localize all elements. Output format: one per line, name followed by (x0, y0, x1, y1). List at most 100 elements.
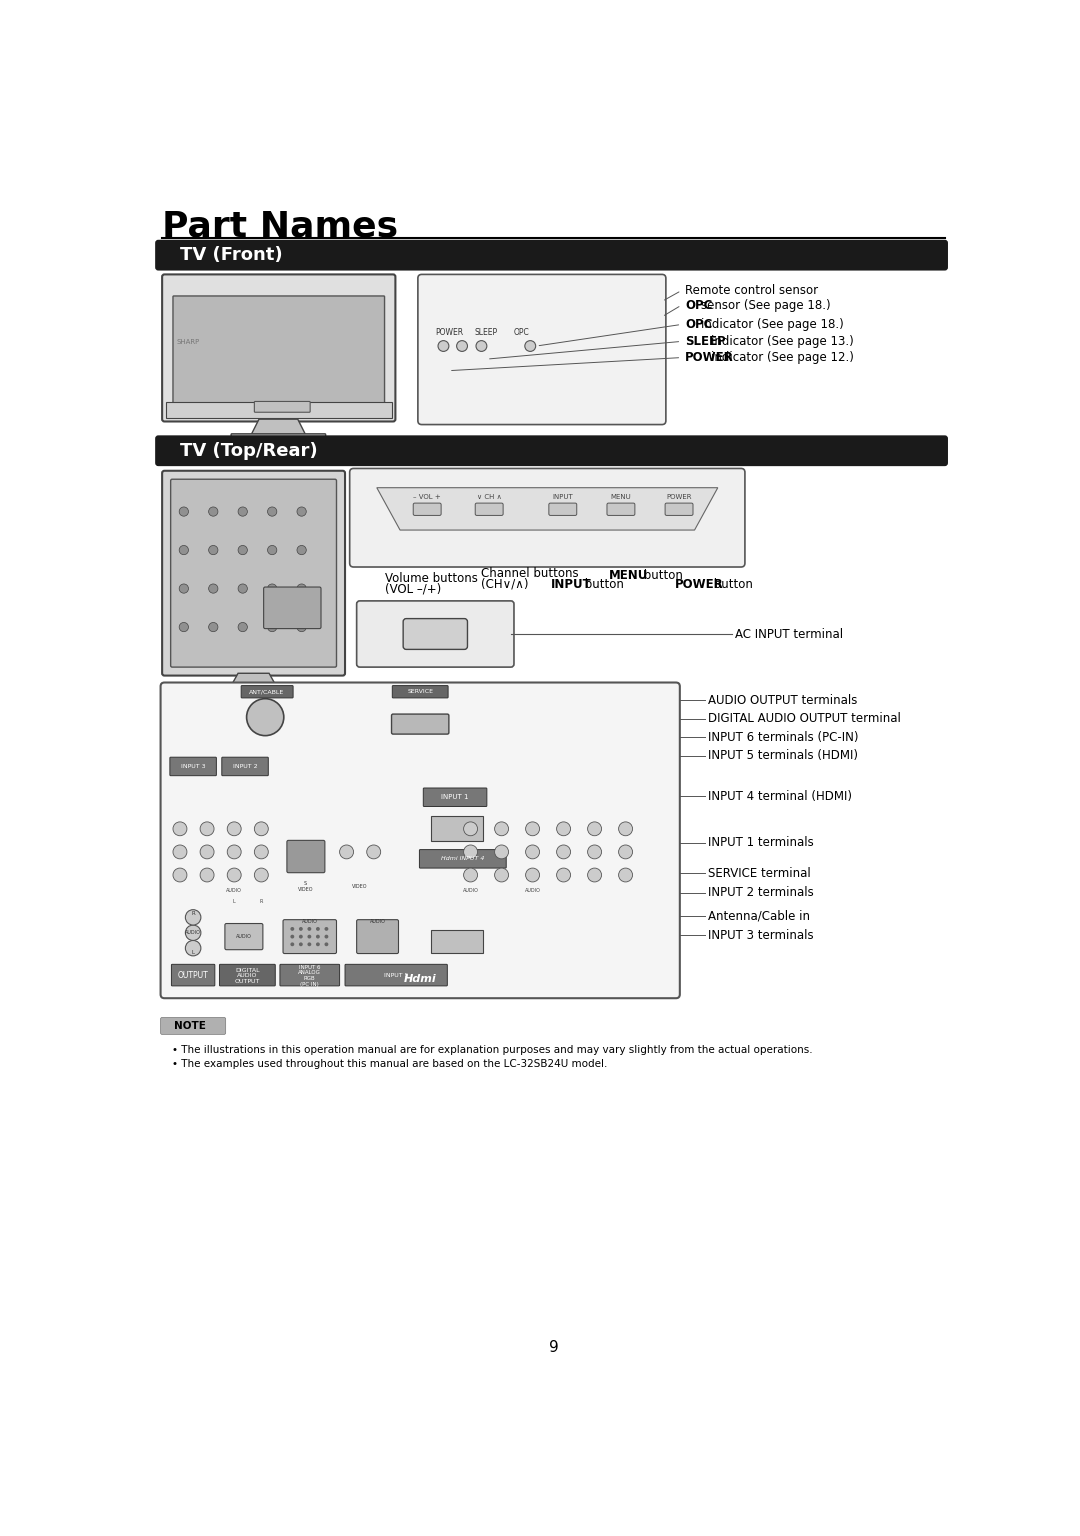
FancyBboxPatch shape (214, 687, 293, 696)
Text: AUDIO: AUDIO (235, 934, 252, 938)
Circle shape (208, 507, 218, 516)
FancyBboxPatch shape (423, 788, 487, 806)
FancyBboxPatch shape (170, 757, 216, 776)
Circle shape (179, 584, 189, 593)
FancyBboxPatch shape (665, 504, 693, 516)
Text: • The illustrations in this operation manual are for explanation purposes and ma: • The illustrations in this operation ma… (172, 1044, 813, 1055)
Text: TV (Front): TV (Front) (180, 246, 283, 264)
Text: R: R (259, 900, 264, 905)
Text: button: button (640, 568, 684, 582)
Text: POWER: POWER (666, 495, 692, 499)
Text: SLEEP: SLEEP (474, 327, 498, 336)
Text: indicator (See page 13.): indicator (See page 13.) (711, 335, 853, 347)
Text: Part Names: Part Names (162, 210, 399, 244)
FancyBboxPatch shape (418, 275, 666, 424)
Circle shape (291, 943, 294, 946)
Text: ∨ CH ∧: ∨ CH ∧ (476, 495, 501, 499)
FancyBboxPatch shape (419, 849, 507, 868)
Circle shape (268, 584, 276, 593)
Circle shape (186, 909, 201, 925)
Circle shape (268, 622, 276, 631)
Text: – VOL +: – VOL + (414, 495, 441, 499)
FancyBboxPatch shape (283, 920, 337, 954)
FancyBboxPatch shape (231, 433, 326, 442)
Circle shape (525, 341, 536, 352)
FancyBboxPatch shape (549, 504, 577, 516)
Circle shape (238, 507, 247, 516)
Circle shape (308, 928, 311, 931)
Text: INPUT 4 terminal (HDMI): INPUT 4 terminal (HDMI) (708, 790, 852, 803)
Text: INPUT 2: INPUT 2 (232, 763, 257, 770)
FancyBboxPatch shape (345, 965, 447, 986)
Circle shape (526, 845, 540, 859)
Text: L: L (233, 900, 235, 905)
Circle shape (324, 943, 328, 946)
Text: (CH∨/∧): (CH∨/∧) (482, 578, 529, 590)
Text: OPC: OPC (685, 318, 713, 330)
Circle shape (246, 699, 284, 736)
Text: INPUT 1 terminals: INPUT 1 terminals (708, 836, 814, 849)
Circle shape (299, 943, 302, 946)
Text: AUDIO: AUDIO (302, 919, 319, 923)
FancyBboxPatch shape (350, 468, 745, 567)
Text: SHARP: SHARP (176, 339, 200, 346)
Text: INPUT: INPUT (553, 495, 573, 499)
Text: AUDIO: AUDIO (227, 888, 242, 892)
FancyBboxPatch shape (241, 685, 293, 697)
Circle shape (186, 940, 201, 955)
Text: INPUT 6
ANALOG
RGB
(PC IN): INPUT 6 ANALOG RGB (PC IN) (298, 965, 321, 988)
Circle shape (308, 943, 311, 946)
FancyBboxPatch shape (162, 470, 345, 676)
Circle shape (556, 845, 570, 859)
Text: MENU: MENU (609, 568, 649, 582)
Text: INPUT 3: INPUT 3 (180, 763, 205, 770)
Circle shape (268, 545, 276, 554)
Text: AUDIO OUTPUT terminals: AUDIO OUTPUT terminals (708, 694, 858, 707)
Circle shape (463, 845, 477, 859)
Circle shape (588, 868, 602, 882)
FancyBboxPatch shape (161, 682, 679, 998)
Circle shape (179, 622, 189, 631)
Circle shape (179, 545, 189, 554)
Text: DIGITAL
AUDIO
OUTPUT: DIGITAL AUDIO OUTPUT (234, 968, 260, 985)
Circle shape (619, 868, 633, 882)
Circle shape (208, 622, 218, 631)
Circle shape (526, 822, 540, 836)
FancyBboxPatch shape (356, 601, 514, 667)
Text: INPUT 2 terminals: INPUT 2 terminals (708, 886, 814, 899)
Circle shape (291, 935, 294, 938)
Text: button: button (710, 578, 753, 591)
Text: OPC: OPC (513, 327, 529, 336)
Text: Antenna/Cable in: Antenna/Cable in (708, 909, 810, 922)
Circle shape (438, 341, 449, 352)
Text: Remote control sensor: Remote control sensor (685, 284, 819, 296)
FancyBboxPatch shape (414, 504, 441, 516)
Circle shape (173, 822, 187, 836)
FancyBboxPatch shape (431, 929, 483, 952)
FancyBboxPatch shape (173, 296, 384, 410)
FancyBboxPatch shape (161, 1017, 226, 1034)
FancyBboxPatch shape (219, 965, 275, 986)
Text: AUDIO: AUDIO (369, 919, 386, 923)
Text: VIDEO: VIDEO (352, 885, 367, 889)
Circle shape (208, 584, 218, 593)
Circle shape (619, 822, 633, 836)
Text: POWER: POWER (685, 352, 734, 364)
Text: sensor (See page 18.): sensor (See page 18.) (701, 298, 831, 312)
Circle shape (476, 341, 487, 352)
Circle shape (297, 622, 307, 631)
FancyBboxPatch shape (162, 275, 395, 421)
Circle shape (316, 935, 320, 938)
Text: MENU: MENU (610, 495, 632, 499)
Text: (VOL –/+): (VOL –/+) (384, 582, 441, 596)
Text: Hdmi: Hdmi (404, 974, 436, 985)
Circle shape (227, 822, 241, 836)
Text: NOTE: NOTE (174, 1021, 205, 1031)
Circle shape (238, 545, 247, 554)
Circle shape (208, 545, 218, 554)
Text: TV (Top/Rear): TV (Top/Rear) (180, 442, 318, 459)
Text: AUDIO: AUDIO (525, 888, 540, 892)
FancyBboxPatch shape (431, 817, 483, 842)
Circle shape (308, 935, 311, 938)
Circle shape (200, 845, 214, 859)
